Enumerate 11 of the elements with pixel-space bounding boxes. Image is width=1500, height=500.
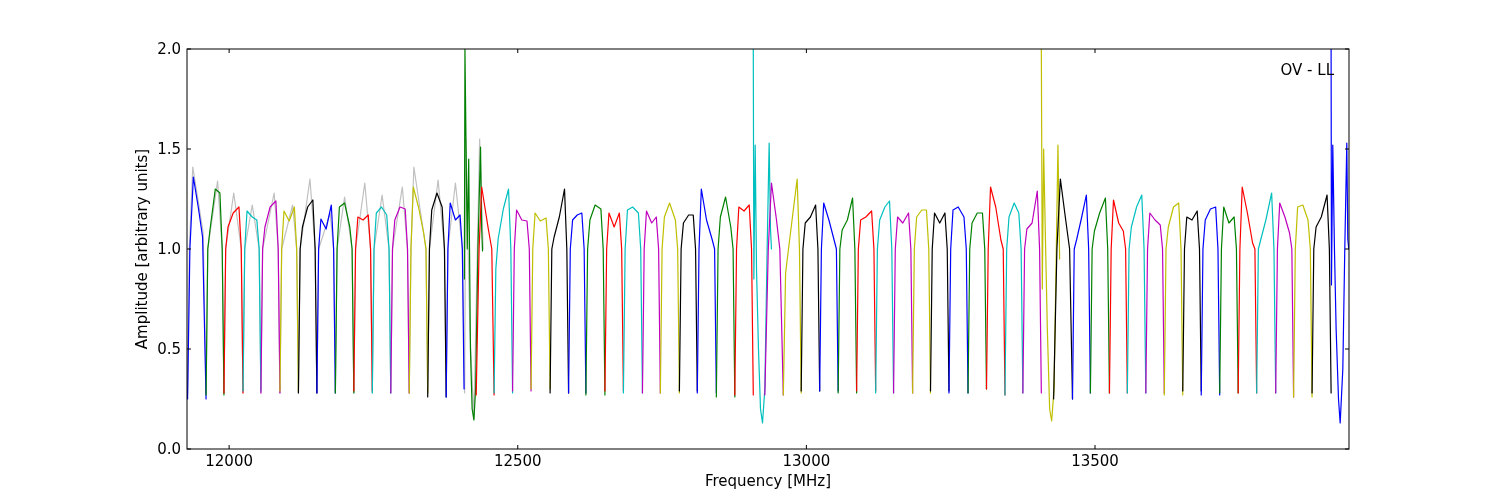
y-tick-label: 0.0 xyxy=(157,440,181,459)
y-tick-label: 1.5 xyxy=(157,140,181,159)
y-tick-label: 0.5 xyxy=(157,340,181,359)
x-tick-label: 13000 xyxy=(782,452,831,470)
x-axis-title: Frequency [MHz] xyxy=(704,472,832,490)
x-tick-label: 12500 xyxy=(493,452,542,470)
y-tick-label: 1.0 xyxy=(157,240,181,259)
y-tick-label: 2.0 xyxy=(157,40,181,59)
x-tick-label: 13500 xyxy=(1071,452,1119,470)
y-axis-title: Amplitude [arbitrary units] xyxy=(133,148,151,350)
x-tick-label: 12000 xyxy=(205,452,253,470)
